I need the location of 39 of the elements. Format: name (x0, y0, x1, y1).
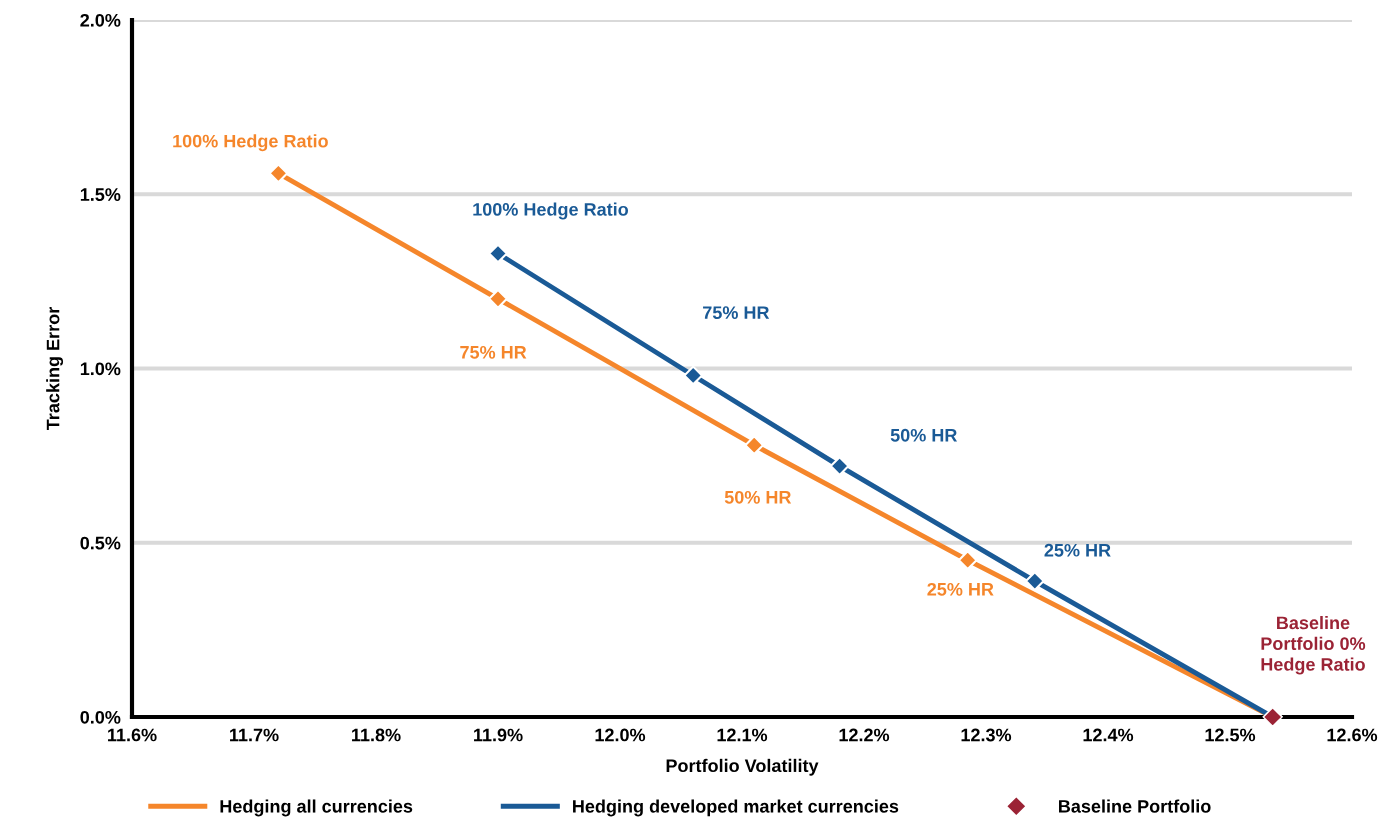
annotation: 50% HR (890, 428, 958, 442)
point (1262, 706, 1283, 728)
y-tick-label: 0.5% (80, 536, 121, 550)
point (744, 435, 765, 456)
annotation: 25% HR (1044, 543, 1111, 557)
x-tick-label: 11.9% (474, 728, 523, 742)
x-tick-label: 11.6% (108, 728, 157, 742)
x-tick-label: 12.4% (1083, 728, 1134, 742)
x-tick-label: 12.0% (595, 728, 646, 742)
point (1024, 571, 1045, 591)
annotation: 75% HR (703, 306, 770, 319)
point (957, 550, 978, 571)
x-tick-label: 12.2% (839, 728, 890, 742)
point (488, 288, 508, 309)
annotation: 50% HR (724, 490, 792, 504)
y-tick-label: 1.5% (80, 188, 121, 201)
point (268, 163, 289, 184)
legend-label: Hedging developed market currencies (573, 799, 899, 817)
x-tick-label: 12.6% (1327, 728, 1378, 742)
x-tick-label: 11.7% (230, 728, 279, 742)
point (829, 456, 850, 476)
x-tick-label: 12.1% (717, 728, 768, 742)
annotation: 100% Hedge Ratio (173, 134, 328, 152)
annotation: 100% Hedge Ratio (473, 202, 629, 220)
legend-label: Hedging all currencies (220, 799, 413, 817)
point (683, 365, 704, 386)
point (488, 243, 508, 264)
y-axis-title: Tracking Error (46, 307, 64, 431)
annotation: 25% HR (927, 582, 994, 596)
y-tick-label: 2.0% (80, 13, 121, 27)
x-tick-label: 12.5% (1205, 728, 1256, 742)
x-axis-title: Portfolio Volatility (666, 758, 819, 776)
y-tick-label: 0.0% (80, 710, 121, 724)
annotation: 75% HR (460, 345, 527, 359)
y-tick-label: 1.0% (80, 362, 121, 376)
x-tick-label: 12.3% (961, 728, 1012, 742)
legend-label: Baseline Portfolio (1059, 799, 1211, 813)
annotation: Baseline Portfolio 0% Hedge Ratio (1261, 616, 1366, 675)
x-tick-label: 11.8% (352, 728, 401, 742)
